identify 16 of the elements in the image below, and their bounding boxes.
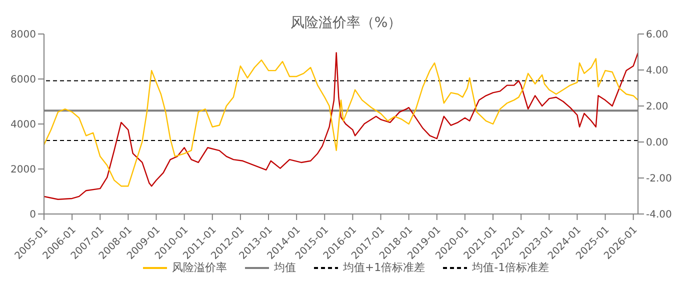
legend-label: 均值-1倍标准差: [472, 260, 550, 275]
y2-tick-label: -2.00: [646, 174, 672, 185]
legend-label: 均值: [274, 260, 296, 275]
y2-tick-label: 6.00: [646, 30, 668, 41]
y-tick-label: 4000: [10, 120, 36, 131]
y2-tick-label: 4.00: [646, 66, 668, 77]
legend-label: 风险溢价率: [172, 260, 227, 275]
y-tick-label: 8000: [10, 30, 36, 41]
chart-title: 风险溢价率（%）: [290, 15, 402, 31]
y2-tick-label: 2.00: [646, 102, 668, 113]
legend-label: 均值+1倍标准差: [342, 260, 426, 275]
y-tick-label: 6000: [10, 74, 36, 86]
y-tick-label: 0: [30, 210, 36, 221]
y-tick-label: 2000: [10, 164, 36, 176]
y2-tick-label: -4.00: [646, 210, 672, 221]
y2-tick-label: 0.00: [646, 138, 668, 149]
